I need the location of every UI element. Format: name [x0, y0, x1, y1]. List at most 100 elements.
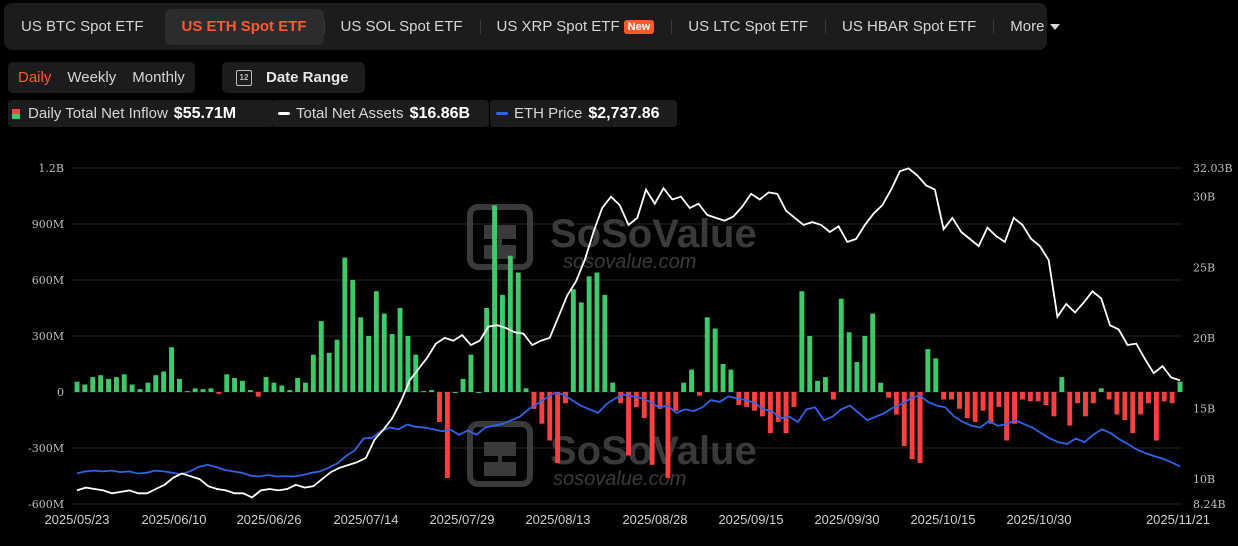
inflow-bar[interactable]	[263, 377, 269, 392]
inflow-bar[interactable]	[988, 392, 994, 424]
inflow-bar[interactable]	[421, 391, 427, 393]
inflow-bar[interactable]	[145, 382, 151, 392]
inflow-bar[interactable]	[169, 347, 174, 392]
inflow-bar[interactable]	[106, 378, 111, 392]
inflow-bar[interactable]	[854, 362, 860, 392]
inflow-bar[interactable]	[830, 392, 836, 400]
inflow-bar[interactable]	[381, 313, 387, 392]
inflow-bar[interactable]	[1169, 392, 1175, 404]
inflow-bar[interactable]	[578, 302, 584, 392]
inflow-bar[interactable]	[1035, 392, 1041, 402]
inflow-bar[interactable]	[1090, 392, 1096, 404]
inflow-bar[interactable]	[933, 358, 939, 392]
inflow-bar[interactable]	[216, 392, 222, 394]
inflow-bar[interactable]	[429, 390, 434, 392]
inflow-bar[interactable]	[161, 371, 167, 393]
inflow-bar[interactable]	[949, 392, 954, 400]
inflow-bar[interactable]	[1067, 392, 1073, 426]
inflow-bar[interactable]	[397, 308, 403, 392]
legend-assets[interactable]: Total Net Assets $16.86B	[272, 100, 489, 127]
inflow-bar[interactable]	[255, 392, 261, 397]
tab-us-xrp-spot-etf[interactable]: US XRP Spot ETF New	[479, 9, 672, 45]
inflow-bar[interactable]	[437, 392, 442, 422]
inflow-bar[interactable]	[279, 385, 285, 393]
inflow-bar[interactable]	[334, 339, 340, 392]
inflow-bar[interactable]	[366, 336, 371, 392]
inflow-bar[interactable]	[531, 392, 537, 409]
inflow-bar[interactable]	[1004, 392, 1010, 441]
inflow-bar[interactable]	[586, 276, 592, 392]
inflow-bar[interactable]	[720, 364, 726, 392]
inflow-bar[interactable]	[917, 392, 923, 463]
inflow-bar[interactable]	[570, 289, 576, 392]
inflow-bar[interactable]	[775, 392, 781, 422]
inflow-bar[interactable]	[712, 328, 718, 393]
inflow-bar[interactable]	[177, 378, 182, 392]
inflow-bar[interactable]	[594, 272, 600, 393]
inflow-bar[interactable]	[846, 332, 852, 392]
date-range-button[interactable]: 12 Date Range	[222, 62, 365, 93]
inflow-bar[interactable]	[964, 392, 970, 419]
inflow-bar[interactable]	[452, 392, 458, 393]
inflow-bar[interactable]	[1012, 392, 1017, 424]
inflow-bar[interactable]	[1083, 392, 1088, 417]
inflow-bar[interactable]	[271, 382, 277, 392]
inflow-bar[interactable]	[476, 392, 482, 393]
legend-price[interactable]: ETH Price $2,737.86	[490, 100, 677, 127]
inflow-bar[interactable]	[767, 392, 773, 434]
inflow-bar[interactable]	[1059, 377, 1065, 392]
inflow-bar[interactable]	[925, 349, 931, 392]
inflow-bar[interactable]	[1146, 392, 1151, 404]
inflow-bar[interactable]	[1130, 392, 1136, 434]
inflow-bar[interactable]	[996, 392, 1002, 407]
inflow-bar[interactable]	[389, 334, 395, 392]
inflow-bar[interactable]	[673, 392, 679, 411]
inflow-bar[interactable]	[791, 392, 797, 407]
inflow-bar[interactable]	[373, 291, 379, 392]
inflow-bar[interactable]	[641, 392, 647, 419]
inflow-bar[interactable]	[941, 392, 947, 400]
inflow-bar[interactable]	[783, 392, 789, 434]
inflow-bar[interactable]	[1051, 392, 1057, 417]
inflow-bar[interactable]	[303, 382, 308, 392]
inflow-bar[interactable]	[318, 321, 324, 392]
tab-us-sol-spot-etf[interactable]: US SOL Spot ETF	[323, 9, 480, 45]
inflow-bar[interactable]	[484, 308, 490, 392]
inflow-bar[interactable]	[1027, 392, 1033, 402]
inflow-bar[interactable]	[208, 388, 214, 392]
inflow-bar[interactable]	[500, 294, 505, 392]
inflow-bar[interactable]	[610, 382, 616, 392]
inflow-bar[interactable]	[200, 389, 206, 392]
inflow-bar[interactable]	[760, 392, 765, 417]
inflow-bar[interactable]	[980, 392, 986, 411]
inflow-bar[interactable]	[807, 336, 813, 392]
inflow-bar[interactable]	[192, 388, 198, 392]
inflow-bar[interactable]	[838, 298, 844, 392]
inflow-bar[interactable]	[492, 205, 497, 392]
inflow-bar[interactable]	[1161, 392, 1167, 402]
inflow-bar[interactable]	[405, 336, 411, 392]
inflow-bar[interactable]	[1098, 388, 1104, 392]
inflow-bar[interactable]	[1177, 381, 1183, 392]
period-weekly[interactable]: Weekly	[67, 69, 117, 86]
inflow-bar[interactable]	[665, 392, 671, 478]
inflow-bar[interactable]	[444, 392, 450, 478]
inflow-bar[interactable]	[468, 354, 474, 392]
inflow-bar[interactable]	[232, 378, 237, 392]
tab-us-hbar-spot-etf[interactable]: US HBAR Spot ETF	[825, 9, 993, 45]
inflow-bar[interactable]	[649, 392, 655, 465]
inflow-bar[interactable]	[752, 392, 757, 411]
inflow-bar[interactable]	[886, 392, 891, 398]
inflow-bar[interactable]	[555, 392, 561, 463]
inflow-bar[interactable]	[342, 257, 348, 392]
period-daily[interactable]: Daily	[18, 69, 52, 86]
inflow-bar[interactable]	[350, 280, 356, 392]
inflow-bar[interactable]	[697, 392, 702, 396]
inflow-bar[interactable]	[602, 294, 608, 392]
inflow-bar[interactable]	[539, 392, 545, 424]
tab-us-btc-spot-etf[interactable]: US BTC Spot ETF	[4, 9, 161, 45]
tab-us-ltc-spot-etf[interactable]: US LTC Spot ETF	[671, 9, 825, 45]
inflow-bar[interactable]	[240, 380, 245, 392]
inflow-bar[interactable]	[1043, 392, 1049, 406]
inflow-bar[interactable]	[121, 374, 127, 392]
